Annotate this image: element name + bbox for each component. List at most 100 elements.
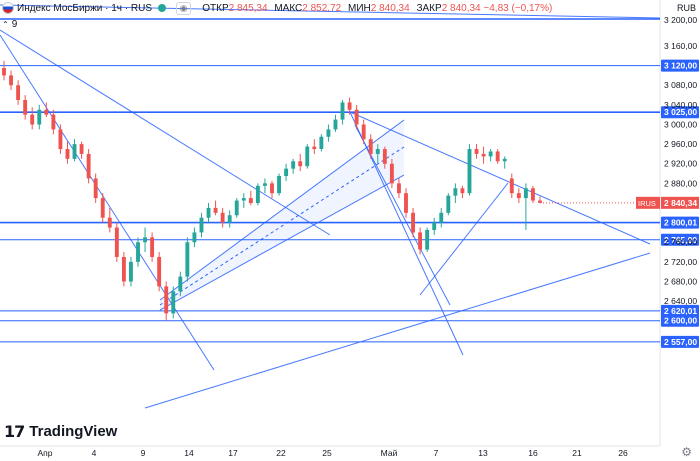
level-label: 3 025,00 bbox=[664, 107, 697, 117]
candle-body bbox=[481, 153, 486, 157]
level-label: 3 120,00 bbox=[664, 61, 697, 71]
candle-body bbox=[9, 75, 13, 86]
candle-body bbox=[291, 161, 296, 169]
candle-body bbox=[100, 198, 105, 218]
y-tick-label: 3 040,00 bbox=[664, 100, 697, 110]
candle-body bbox=[51, 114, 56, 130]
candle-body bbox=[23, 99, 28, 115]
candle-body bbox=[368, 139, 373, 154]
candle-body bbox=[523, 188, 528, 199]
trend-line bbox=[159, 119, 405, 301]
candle-body bbox=[157, 256, 162, 287]
candle-body bbox=[136, 242, 140, 262]
symbol-title[interactable]: Индекс МосБиржи · 1ч · RUS bbox=[17, 3, 153, 14]
low-value: 2 840,34 bbox=[370, 3, 410, 14]
brand-name: TradingView bbox=[29, 422, 118, 440]
candle-body bbox=[361, 124, 366, 140]
x-tick-label: 22 bbox=[276, 448, 286, 458]
candle-body bbox=[340, 102, 345, 120]
candle-body bbox=[185, 242, 190, 277]
legend-header: Индекс МосБиржи · 1ч · RUS ◉ ОТКР2 845,3… bbox=[0, 0, 660, 18]
y-tick-label: 2 720,00 bbox=[664, 257, 697, 267]
candle-body bbox=[143, 237, 147, 243]
y-tick-label: 2 960,00 bbox=[664, 139, 697, 149]
x-tick-label: 16 bbox=[528, 448, 538, 458]
channel-fill bbox=[160, 120, 404, 310]
candle-body bbox=[354, 109, 359, 125]
candle-body bbox=[72, 144, 77, 159]
candle-body bbox=[375, 149, 380, 154]
x-tick-label: 26 bbox=[618, 448, 628, 458]
candle-body bbox=[248, 198, 253, 203]
price-axis[interactable]: 3 160,00 3 080,00 3 040,00 3 000,00 2 960,00… bbox=[664, 15, 697, 306]
last-price-label: 2 840,34 bbox=[664, 198, 697, 208]
x-tick-label: 14 bbox=[184, 448, 194, 458]
candle-body bbox=[114, 227, 119, 257]
time-axis[interactable]: Апр 4 9 14 17 22 25 Май 7 13 16 21 26 bbox=[38, 448, 628, 458]
indicator-toggle[interactable]: ⌃ 9 bbox=[2, 19, 17, 31]
trend-line bbox=[0, 4, 661, 19]
candle-body bbox=[93, 178, 98, 199]
candle-body bbox=[37, 109, 42, 125]
eye-icon[interactable]: ◉ bbox=[175, 2, 192, 15]
candle-body bbox=[270, 183, 274, 194]
trend-line bbox=[144, 252, 651, 409]
x-tick-label: 17 bbox=[228, 448, 238, 458]
level-label: 2 800,01 bbox=[664, 218, 697, 228]
candle-body bbox=[284, 168, 289, 177]
candle-body bbox=[312, 146, 317, 150]
y-tick-label: 3 080,00 bbox=[664, 80, 697, 90]
level-label-box bbox=[661, 59, 699, 72]
indicator-count: 9 bbox=[11, 19, 18, 30]
candle-body bbox=[467, 149, 472, 194]
trend-line bbox=[159, 174, 405, 311]
candle-body bbox=[164, 286, 169, 314]
close-label: ЗАКР bbox=[416, 3, 442, 14]
tradingview-logo[interactable]: 17 TradingView bbox=[4, 420, 117, 442]
candle-body bbox=[495, 151, 500, 162]
close-value: 2 840,34 bbox=[441, 3, 481, 14]
last-price-tag-box bbox=[636, 196, 660, 209]
x-tick-label: Апр bbox=[38, 448, 53, 458]
candle-body bbox=[418, 232, 423, 250]
candle-body bbox=[502, 158, 507, 162]
high-value: 2 852,72 bbox=[302, 3, 342, 14]
gear-icon[interactable]: ⚙ bbox=[681, 445, 692, 459]
candle-body bbox=[298, 161, 303, 167]
candle-body bbox=[382, 149, 387, 164]
candle-body bbox=[397, 183, 401, 194]
candle-body bbox=[439, 212, 444, 223]
candle-body bbox=[305, 146, 310, 167]
x-tick-label: 7 bbox=[434, 448, 439, 458]
trend-line bbox=[0, 29, 331, 236]
candle-body bbox=[178, 276, 183, 292]
level-label: 2 620,01 bbox=[664, 306, 697, 316]
candle-body bbox=[347, 102, 352, 110]
open-label: ОТКР bbox=[202, 3, 229, 14]
candle-body bbox=[488, 151, 493, 157]
candle-body bbox=[516, 193, 521, 199]
level-label-box bbox=[661, 304, 699, 317]
candle-body bbox=[220, 212, 225, 223]
level-label: 2 600,00 bbox=[664, 316, 697, 326]
candle-body bbox=[474, 149, 479, 154]
candle-body bbox=[86, 153, 91, 179]
y-tick-label: 3 160,00 bbox=[664, 41, 697, 51]
chevron-up-icon: ⌃ bbox=[2, 20, 9, 29]
candle-body bbox=[326, 129, 331, 137]
candle-body bbox=[263, 183, 267, 186]
candle-body bbox=[425, 229, 430, 250]
level-label-box bbox=[661, 106, 699, 119]
y-tick-label: 2 640,00 bbox=[664, 296, 697, 306]
x-tick-label: 4 bbox=[92, 448, 97, 458]
market-status-icon bbox=[157, 4, 166, 13]
level-label-box bbox=[661, 216, 699, 229]
candle-body bbox=[531, 188, 535, 201]
high-label: МАКС bbox=[274, 3, 303, 14]
trend-line bbox=[0, 34, 215, 371]
open-value: 2 845,34 bbox=[228, 3, 268, 14]
currency-label[interactable]: RUB bbox=[673, 2, 699, 14]
candle-body bbox=[121, 256, 126, 282]
change-value: −4,83 (−0,17%) bbox=[483, 3, 553, 14]
